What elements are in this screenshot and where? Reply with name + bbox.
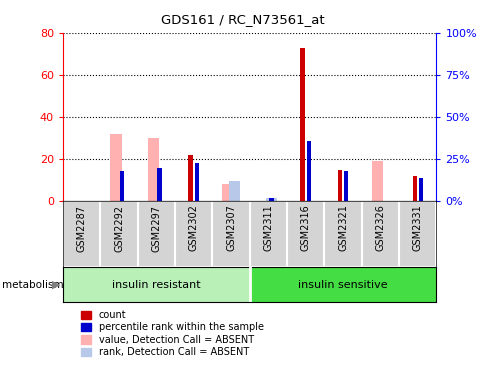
- Bar: [324, 201, 361, 267]
- Bar: [287, 201, 324, 267]
- Bar: [148, 138, 159, 201]
- Bar: [228, 181, 239, 201]
- Text: ▶: ▶: [51, 280, 60, 290]
- Bar: [398, 201, 436, 267]
- Legend: count, percentile rank within the sample, value, Detection Call = ABSENT, rank, : count, percentile rank within the sample…: [77, 306, 267, 361]
- Bar: [306, 141, 310, 201]
- Bar: [324, 201, 361, 267]
- Text: GSM2297: GSM2297: [151, 205, 161, 251]
- Text: GSM2311: GSM2311: [263, 205, 273, 251]
- Text: GSM2292: GSM2292: [114, 205, 124, 251]
- Bar: [188, 155, 193, 201]
- Bar: [371, 161, 382, 201]
- Bar: [175, 201, 212, 267]
- Text: GSM2302: GSM2302: [188, 205, 198, 251]
- Bar: [222, 184, 233, 201]
- Bar: [120, 171, 124, 201]
- Bar: [249, 201, 287, 267]
- Bar: [194, 163, 198, 201]
- Bar: [418, 178, 422, 201]
- Bar: [300, 48, 304, 201]
- Text: GSM2326: GSM2326: [375, 205, 385, 251]
- Bar: [361, 201, 398, 267]
- Bar: [269, 198, 273, 201]
- Text: GSM2287: GSM2287: [76, 205, 87, 251]
- Bar: [110, 134, 121, 201]
- Bar: [265, 198, 276, 201]
- Bar: [337, 170, 342, 201]
- Text: GSM2316: GSM2316: [300, 205, 310, 251]
- Bar: [100, 201, 137, 267]
- Bar: [137, 201, 175, 267]
- Text: GDS161 / RC_N73561_at: GDS161 / RC_N73561_at: [160, 13, 324, 26]
- Text: GSM2331: GSM2331: [412, 205, 422, 251]
- Bar: [100, 201, 137, 267]
- Text: GSM2321: GSM2321: [337, 205, 348, 251]
- Bar: [412, 176, 416, 201]
- Text: insulin sensitive: insulin sensitive: [298, 280, 387, 290]
- Bar: [63, 201, 100, 267]
- Bar: [63, 201, 100, 267]
- Text: metabolism: metabolism: [2, 280, 64, 290]
- Bar: [398, 201, 436, 267]
- Text: insulin resistant: insulin resistant: [112, 280, 200, 290]
- Bar: [157, 168, 161, 201]
- Text: GSM2307: GSM2307: [226, 205, 236, 251]
- Bar: [361, 201, 398, 267]
- Bar: [249, 201, 287, 267]
- Bar: [287, 201, 324, 267]
- Bar: [212, 201, 249, 267]
- Bar: [212, 201, 249, 267]
- Bar: [343, 171, 348, 201]
- Bar: [137, 201, 175, 267]
- Bar: [175, 201, 212, 267]
